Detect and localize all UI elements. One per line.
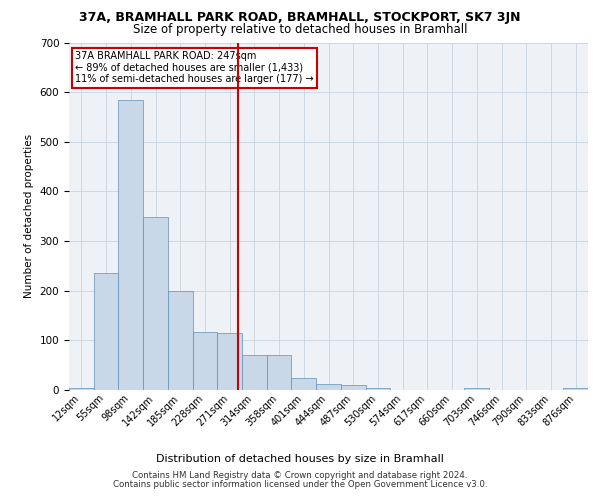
Bar	[563, 388, 588, 390]
Bar	[193, 332, 217, 390]
Bar	[143, 217, 168, 390]
Bar	[365, 388, 390, 390]
Bar	[464, 388, 489, 390]
Bar	[341, 385, 365, 390]
Bar	[316, 384, 341, 390]
Bar	[94, 274, 118, 390]
Bar	[242, 355, 267, 390]
Text: Contains public sector information licensed under the Open Government Licence v3: Contains public sector information licen…	[113, 480, 487, 489]
Bar	[168, 290, 193, 390]
Bar	[267, 355, 292, 390]
Bar	[118, 100, 143, 390]
Text: 37A, BRAMHALL PARK ROAD, BRAMHALL, STOCKPORT, SK7 3JN: 37A, BRAMHALL PARK ROAD, BRAMHALL, STOCK…	[79, 11, 521, 24]
Text: Distribution of detached houses by size in Bramhall: Distribution of detached houses by size …	[156, 454, 444, 464]
Bar	[69, 388, 94, 390]
Y-axis label: Number of detached properties: Number of detached properties	[24, 134, 34, 298]
Text: Size of property relative to detached houses in Bramhall: Size of property relative to detached ho…	[133, 22, 467, 36]
Text: 37A BRAMHALL PARK ROAD: 247sqm
← 89% of detached houses are smaller (1,433)
11% : 37A BRAMHALL PARK ROAD: 247sqm ← 89% of …	[75, 51, 314, 84]
Text: Contains HM Land Registry data © Crown copyright and database right 2024.: Contains HM Land Registry data © Crown c…	[132, 471, 468, 480]
Bar	[217, 333, 242, 390]
Bar	[292, 378, 316, 390]
